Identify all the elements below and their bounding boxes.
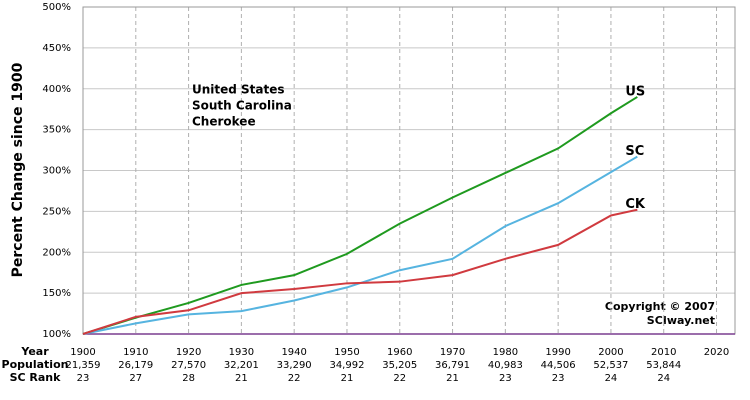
annotation: Copyright © 2007 [605,300,715,313]
end-label: CK [625,197,646,212]
x-tick-label: 1940 [281,347,306,358]
population-cell: 40,983 [488,360,523,371]
row-label: Population [2,358,69,371]
rank-cell: 28 [182,373,195,384]
end-label: US [625,84,645,99]
line-series [82,155,638,335]
legend-entry: Cherokee [192,115,256,129]
population-cell: 44,506 [541,360,576,371]
rank-cell: 22 [288,373,301,384]
annotation: SCIway.net [647,314,715,327]
x-tick-label: 1980 [493,347,518,358]
y-tick-label: 400% [42,84,71,95]
row-label: Year [20,345,49,358]
y-tick-label: 500% [42,2,71,13]
y-tick-label: 200% [42,247,71,258]
x-tick-label: 1920 [176,347,201,358]
legend-entry: United States [192,83,285,97]
population-cell: 52,537 [593,360,628,371]
population-cell: 34,992 [329,360,364,371]
x-tick-label: 1970 [440,347,465,358]
rank-cell: 23 [552,373,565,384]
rank-cell: 22 [393,373,406,384]
y-tick-label: 300% [42,166,71,177]
end-label: SC [625,144,644,159]
rank-cell: 27 [129,373,142,384]
y-tick-label: 250% [42,206,71,217]
y-tick-label: 350% [42,125,71,136]
line-series [82,208,638,335]
population-cell: 32,201 [224,360,259,371]
rank-cell: 24 [605,373,618,384]
row-label: SC Rank [10,371,62,384]
legend-entry: South Carolina [192,99,292,113]
y-tick-label: 100% [42,329,71,340]
population-cell: 36,791 [435,360,470,371]
rank-cell: 24 [657,373,670,384]
population-cell: 33,290 [277,360,312,371]
x-tick-label: 1950 [334,347,359,358]
y-tick-label: 450% [42,43,71,54]
population-cell: 27,570 [171,360,206,371]
x-tick-label: 2000 [598,347,623,358]
y-tick-label: 150% [42,288,71,299]
x-tick-label: 2010 [651,347,676,358]
x-tick-label: 1960 [387,347,412,358]
line-series [82,96,638,335]
population-cell: 26,179 [118,360,153,371]
x-tick-label: 1930 [229,347,254,358]
y-axis-title: Percent Change since 1900 [10,62,26,277]
population-cell: 21,359 [66,360,101,371]
rank-cell: 21 [341,373,354,384]
rank-cell: 21 [446,373,459,384]
population-cell: 35,205 [382,360,417,371]
x-tick-label: 1900 [70,347,95,358]
x-tick-label: 1910 [123,347,148,358]
x-tick-label: 2020 [704,347,729,358]
rank-cell: 21 [235,373,248,384]
rank-cell: 23 [499,373,512,384]
rank-cell: 23 [77,373,90,384]
population-cell: 53,844 [646,360,681,371]
x-tick-label: 1990 [545,347,570,358]
